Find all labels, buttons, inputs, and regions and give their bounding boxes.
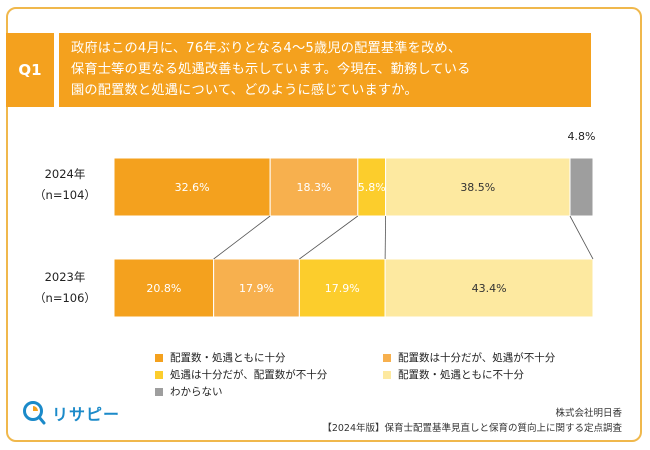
connector-line xyxy=(299,215,359,260)
data-label: 18.3% xyxy=(297,181,332,194)
connector-line xyxy=(569,215,594,260)
bar-segment xyxy=(113,157,271,217)
row-label-2023: 2023年 （n=106） xyxy=(20,267,110,309)
data-label: 5.8% xyxy=(358,181,386,194)
legend-swatch xyxy=(383,353,391,362)
row-label-2024: 2024年 （n=104） xyxy=(20,164,110,206)
bar-segment xyxy=(298,258,386,318)
data-label: 17.9% xyxy=(325,282,360,295)
bar-segment xyxy=(213,258,300,318)
legend-item: 配置数は十分だが、処遇が不十分 xyxy=(383,350,555,365)
question-line: 園の配置数と処遇について、どのように感じていますか。 xyxy=(71,83,418,98)
data-label: 20.8% xyxy=(146,282,181,295)
legend-label: 配置数・処遇ともに十分 xyxy=(170,352,286,364)
legend-label: 配置数は十分だが、処遇が不十分 xyxy=(398,352,556,364)
bar-segment xyxy=(569,157,594,217)
row-n: （n=104） xyxy=(34,188,96,202)
legend-label: わからない xyxy=(170,386,223,398)
legend-label: 配置数・処遇ともに不十分 xyxy=(398,369,524,381)
credit-survey: 【2024年版】保育士配置基準見直しと保育の質向上に関する定点調査 xyxy=(322,423,622,434)
data-label: 32.6% xyxy=(175,181,210,194)
legend-swatch xyxy=(155,387,163,396)
legend-item: わからない xyxy=(155,384,223,399)
data-label: 38.5% xyxy=(460,181,495,194)
row-n: （n=106） xyxy=(34,291,96,305)
legend-swatch xyxy=(383,370,391,379)
data-label: 43.4% xyxy=(472,282,507,295)
brand-logo: リサピー xyxy=(22,400,120,426)
bar-segment xyxy=(384,258,594,318)
logo-text: リサピー xyxy=(52,405,121,424)
bar-segment xyxy=(385,157,571,217)
question-line: 保育士等の更なる処遇改善も示しています。今現在、勤務している xyxy=(71,62,471,77)
credit-company: 株式会社明日香 xyxy=(555,408,622,419)
legend-swatch xyxy=(155,353,163,362)
chart-legend: 配置数・処遇ともに十分 配置数は十分だが、処遇が不十分 処遇は十分だが、配置数が… xyxy=(155,350,605,410)
question-text: 政府はこの4月に、76年ぶりとなる4～5歳児の配置基準を改め、 保育士等の更なる… xyxy=(59,33,591,107)
legend-item: 配置数・処遇ともに不十分 xyxy=(383,367,524,382)
bar-segment xyxy=(357,157,387,217)
bar-segment xyxy=(113,258,215,318)
legend-item: 処遇は十分だが、配置数が不十分 xyxy=(155,367,327,382)
data-label: 17.9% xyxy=(239,282,274,295)
row-year: 2023年 xyxy=(44,270,86,284)
connector-line xyxy=(213,215,271,260)
risapi-logo-icon xyxy=(23,401,46,425)
question-line: 政府はこの4月に、76年ぶりとなる4～5歳児の配置基準を改め、 xyxy=(71,41,462,56)
legend-label: 処遇は十分だが、配置数が不十分 xyxy=(170,369,328,381)
data-label: 4.8% xyxy=(568,130,596,143)
legend-swatch xyxy=(155,370,163,379)
bar-segment xyxy=(269,157,359,217)
question-number: Q1 xyxy=(6,33,54,107)
legend-item: 配置数・処遇ともに十分 xyxy=(155,350,286,365)
row-year: 2024年 xyxy=(44,167,86,181)
